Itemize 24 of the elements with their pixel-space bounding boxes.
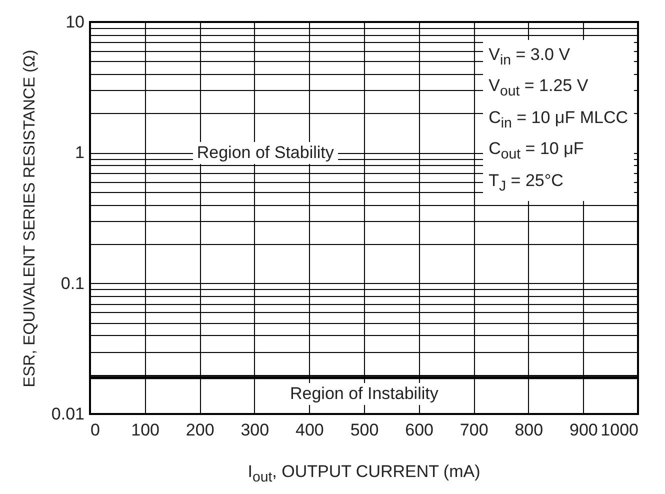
x-tick-label: 800 [514, 420, 544, 440]
x-tick-label: 700 [460, 420, 488, 440]
annotation: C$_{out}$ = 10 μF [488, 138, 585, 165]
annotation: Region of Stability [192, 142, 338, 164]
x-tick-label: 900 [570, 420, 598, 440]
annotation: V$_{out}$ = 1.25 V [488, 75, 590, 102]
x-tick-label: 600 [405, 420, 434, 440]
x-tick-label: 500 [350, 420, 379, 440]
y-axis-title: ESR, EQUIVALENT SERIES RESISTANCE (Ω) [21, 50, 38, 388]
annotation: V$_{in}$ = 3.0 V [488, 44, 572, 70]
y-tick-label: 1 [75, 143, 84, 162]
x-tick-label: 200 [186, 420, 214, 440]
x-axis-title: I$_{out}$, OUTPUT CURRENT (mA) [248, 462, 480, 486]
x-tick-label: 0 [90, 420, 100, 440]
annotation: T$_{J}$ = 25°C [488, 170, 564, 196]
x-tick-label: 100 [131, 420, 160, 440]
annotation: Region of Instability [286, 383, 442, 406]
x-tick-label: 300 [240, 420, 270, 440]
x-tick-label: 400 [296, 420, 324, 440]
y-tick-label: 0.1 [60, 274, 84, 293]
annotation: C$_{in}$ = 10 μF MLCC [488, 106, 628, 134]
x-tick-label: 1000 [600, 420, 638, 440]
y-tick-label: 0.01 [51, 404, 84, 424]
y-tick-label: 10 [66, 12, 84, 32]
